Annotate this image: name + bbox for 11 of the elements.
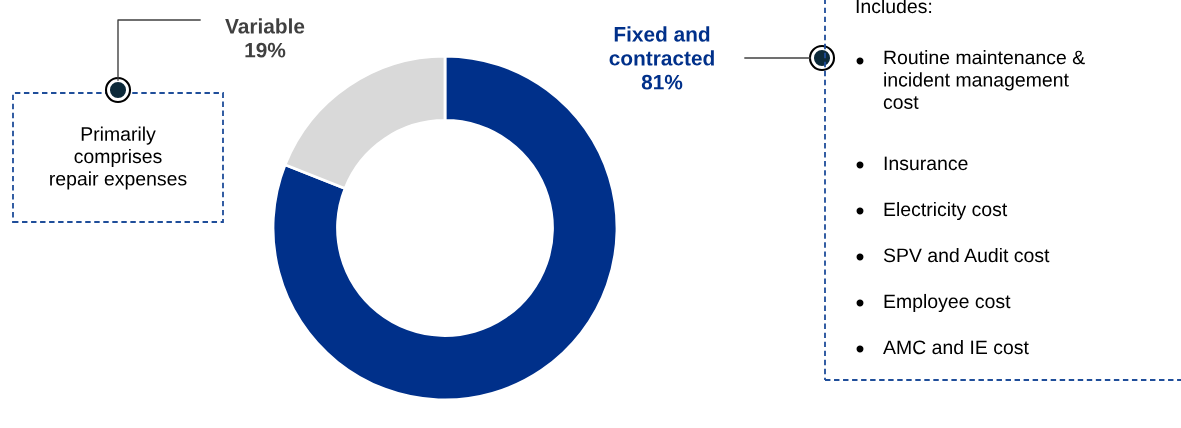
text: AMC and IE cost (883, 339, 1029, 355)
data-label: 19% (245, 42, 286, 58)
text: SPV and Audit cost (883, 247, 1050, 263)
text: Primarily comprises repair expenses (50, 126, 187, 190)
text: Insurance (884, 156, 968, 171)
slice-label: Fixed and contracted (609, 26, 714, 66)
text: Electricity cost (884, 201, 1008, 221)
slice-label: Variable (225, 18, 305, 34)
data-label: 81% (641, 74, 683, 90)
text: Employee cost (884, 293, 1011, 313)
text: Routine maintenance & incident management cost (883, 50, 1085, 109)
